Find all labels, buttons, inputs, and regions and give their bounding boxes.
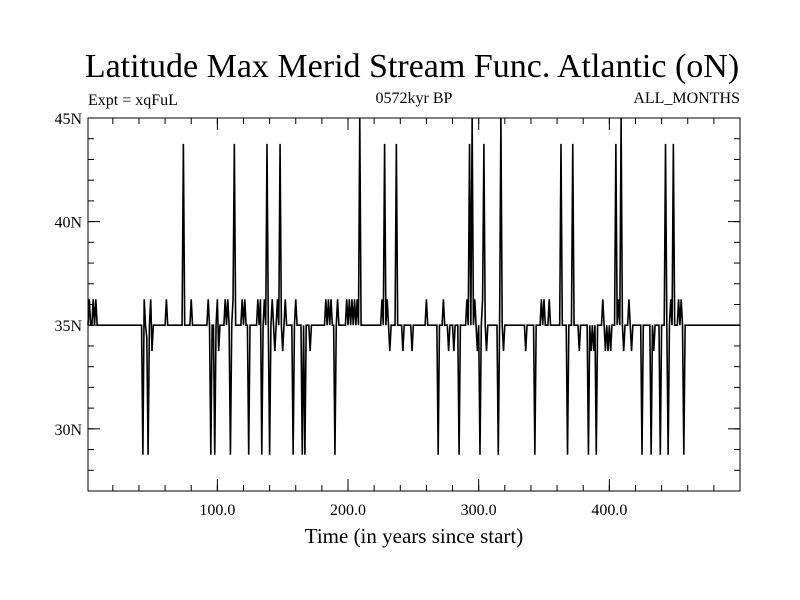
y-tick-label: 40N [54, 215, 82, 232]
y-tick-labels: 30N 35N 40N 45N [54, 111, 82, 439]
x-tick-label: 300.0 [461, 502, 497, 519]
y-tick-label: 35N [54, 318, 82, 335]
y-tick-label: 30N [54, 422, 82, 439]
series-line [87, 117, 740, 455]
period-label: 0572kyr BP [376, 90, 453, 107]
x-tick-labels: 100.0 200.0 300.0 400.0 [199, 502, 627, 519]
x-tick-label: 400.0 [591, 502, 627, 519]
experiment-label: Expt = xqFuL [88, 92, 178, 109]
plot-frame [87, 117, 741, 492]
y-tick-label: 45N [54, 111, 82, 128]
chart-title: Latitude Max Merid Stream Func. Atlantic… [85, 48, 739, 85]
x-tick-label: 100.0 [199, 502, 235, 519]
x-axis-label: Time (in years since start) [305, 524, 524, 548]
months-label: ALL_MONTHS [633, 90, 740, 107]
x-tick-label: 200.0 [330, 502, 366, 519]
